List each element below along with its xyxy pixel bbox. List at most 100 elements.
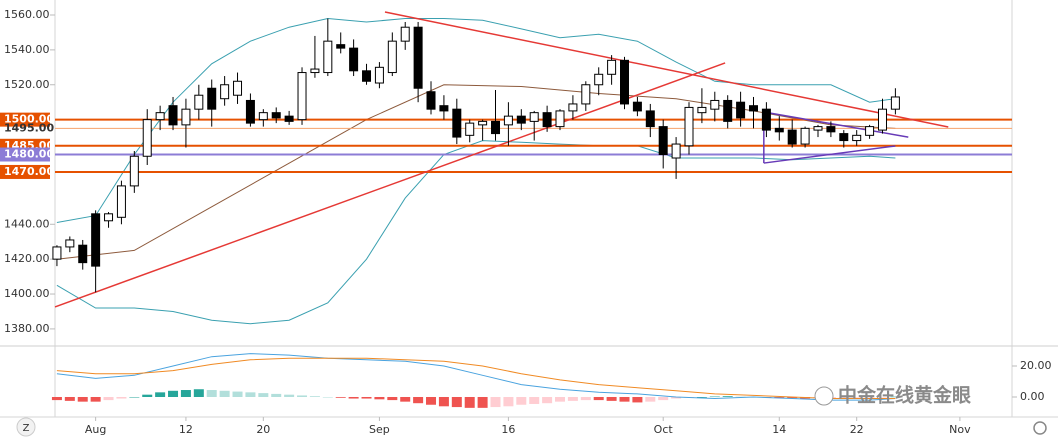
macd-histogram-bar (709, 396, 720, 398)
macd-histogram-bar (271, 393, 282, 397)
candle-body (413, 26, 423, 89)
level-badge (0, 164, 50, 179)
trendline (763, 111, 909, 138)
macd-histogram-bar (451, 396, 462, 408)
level-label: 1495.00 (4, 121, 54, 134)
x-tick-label: Aug (85, 423, 106, 436)
macd-histogram-bar (284, 394, 295, 397)
candle-body (761, 108, 771, 131)
candle-body (658, 126, 668, 156)
candle-body (439, 105, 449, 112)
candle-body (478, 120, 488, 126)
macd-histogram-bar (787, 396, 798, 399)
macd-histogram-bar (851, 396, 862, 398)
macd-histogram-bar (374, 396, 385, 400)
candle-body (555, 110, 565, 128)
macd-histogram-bar (116, 396, 127, 399)
x-tick-label: 22 (850, 423, 864, 436)
macd-histogram-bar (735, 396, 746, 398)
macd-histogram-bar (864, 396, 875, 398)
y-tick-label: 1380.00 (4, 322, 50, 335)
candle-body (155, 112, 165, 121)
candle-body (632, 101, 642, 112)
macd-histogram-bar (774, 396, 785, 398)
signal-line (56, 357, 896, 399)
candle-body (104, 213, 114, 222)
candle-body (877, 108, 887, 131)
candle-body (452, 108, 462, 138)
candle-body (91, 213, 101, 267)
macd-histogram-bar (671, 396, 682, 399)
candle-body (581, 84, 591, 105)
zoom-button-icon[interactable]: Z (23, 423, 30, 434)
y-tick-label: 1400.00 (4, 287, 50, 300)
candle-body (78, 244, 88, 264)
candle-body (697, 106, 707, 114)
candle-body (748, 105, 758, 112)
macd-histogram-bar (606, 396, 617, 401)
macd-histogram-bar (90, 396, 101, 402)
trendline (384, 11, 949, 128)
macd-histogram-bar (542, 396, 553, 404)
candle-body (207, 87, 217, 110)
level-label: 1470.00 (4, 165, 54, 178)
macd-tick-label: 20.00 (1020, 359, 1052, 372)
x-tick-label: Nov (949, 423, 971, 436)
macd-histogram-bar (413, 396, 424, 404)
candle-body (542, 112, 552, 128)
macd-histogram-bar (464, 396, 475, 408)
candle-body (516, 115, 526, 124)
candle-body (400, 26, 410, 42)
y-tick-label: 1540.00 (4, 43, 50, 56)
y-tick-label: 1520.00 (4, 78, 50, 91)
macd-histogram-bar (219, 390, 230, 397)
candle-body (465, 122, 475, 136)
macd-histogram-bar (245, 392, 256, 397)
x-tick-label: 16 (501, 423, 515, 436)
candle-body (723, 99, 733, 122)
candle-body (297, 72, 307, 121)
y-tick-label: 1420.00 (4, 252, 50, 265)
level-badge (0, 147, 50, 162)
macd-histogram-bar (77, 396, 88, 402)
zoom-button[interactable] (16, 417, 36, 437)
macd-histogram-bar (142, 394, 153, 397)
macd-histogram-bar (155, 392, 166, 397)
level-label: 1480.00 (4, 148, 54, 161)
candle-body (710, 99, 720, 110)
macd-histogram-bar (555, 396, 566, 402)
macd-histogram-bar (722, 396, 733, 397)
candle-body (671, 143, 681, 159)
macd-histogram-bar (516, 396, 527, 405)
lower-band (56, 140, 896, 325)
macd-tick-label: 0.00 (1020, 390, 1045, 403)
macd-histogram-bar (64, 396, 75, 401)
macd-histogram-bar (632, 396, 643, 403)
candle-body (594, 73, 604, 86)
candle-body (374, 66, 384, 84)
macd-histogram-bar (658, 396, 669, 401)
candle-body (336, 44, 346, 49)
x-tick-label: Oct (654, 423, 674, 436)
candle-body (65, 239, 75, 248)
candle-body (826, 126, 836, 133)
candle-body (245, 99, 255, 124)
x-tick-label: Sep (369, 423, 390, 436)
settings-icon[interactable] (1033, 421, 1047, 435)
macd-line (56, 353, 896, 401)
candle-body (620, 59, 630, 105)
candle-body (271, 112, 281, 119)
candle-body (323, 40, 333, 74)
candle-body (116, 185, 126, 218)
candle-body (387, 40, 397, 74)
candle-body (349, 47, 359, 72)
macd-histogram-bar (400, 396, 411, 402)
candle-body (890, 96, 900, 110)
candle-body (258, 112, 268, 121)
macd-histogram-bar (232, 391, 243, 397)
candle-body (865, 126, 875, 136)
macd-histogram-bar (387, 396, 398, 401)
candle-body (852, 134, 862, 142)
candle-body (684, 106, 694, 147)
macd-histogram-bar (490, 396, 501, 408)
